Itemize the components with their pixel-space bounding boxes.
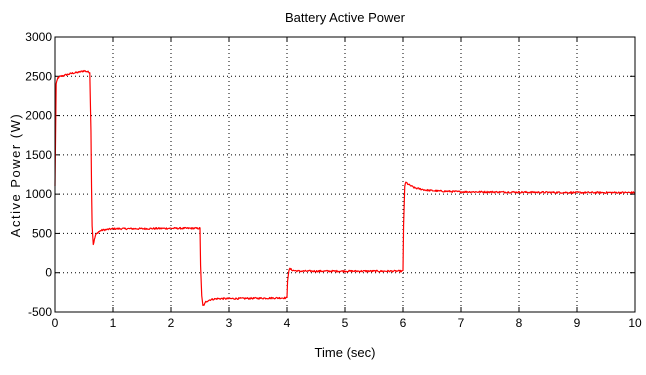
x-tick-label: 5 bbox=[342, 316, 349, 330]
y-tick-label: 2500 bbox=[25, 69, 52, 83]
x-tick-label: 1 bbox=[110, 316, 117, 330]
y-tick-label: 3000 bbox=[25, 30, 52, 44]
x-tick-label: 9 bbox=[574, 316, 581, 330]
y-tick-label: 2000 bbox=[25, 109, 52, 123]
y-tick-label: 0 bbox=[45, 266, 52, 280]
y-tick-label: 500 bbox=[32, 226, 52, 240]
x-tick-label: 6 bbox=[400, 316, 407, 330]
x-tick-label: 10 bbox=[628, 316, 642, 330]
y-axis-label: Active Power (W) bbox=[8, 113, 23, 237]
plot-border bbox=[54, 36, 636, 313]
x-tick-label: 4 bbox=[284, 316, 291, 330]
y-tick-label: -500 bbox=[28, 305, 52, 319]
x-tick-label: 7 bbox=[458, 316, 465, 330]
grid-lines bbox=[55, 37, 635, 312]
x-tick-label: 8 bbox=[516, 316, 523, 330]
y-tick-label: 1000 bbox=[25, 187, 52, 201]
chart-title: Battery Active Power bbox=[285, 10, 406, 25]
x-tick-label: 3 bbox=[226, 316, 233, 330]
x-axis-label: Time (sec) bbox=[315, 345, 376, 360]
series-layer bbox=[54, 69, 636, 306]
x-tick-label: 0 bbox=[52, 316, 59, 330]
series-line bbox=[54, 69, 636, 306]
y-tick-label: 1500 bbox=[25, 148, 52, 162]
x-tick-label: 2 bbox=[168, 316, 175, 330]
plot-area bbox=[54, 36, 636, 313]
